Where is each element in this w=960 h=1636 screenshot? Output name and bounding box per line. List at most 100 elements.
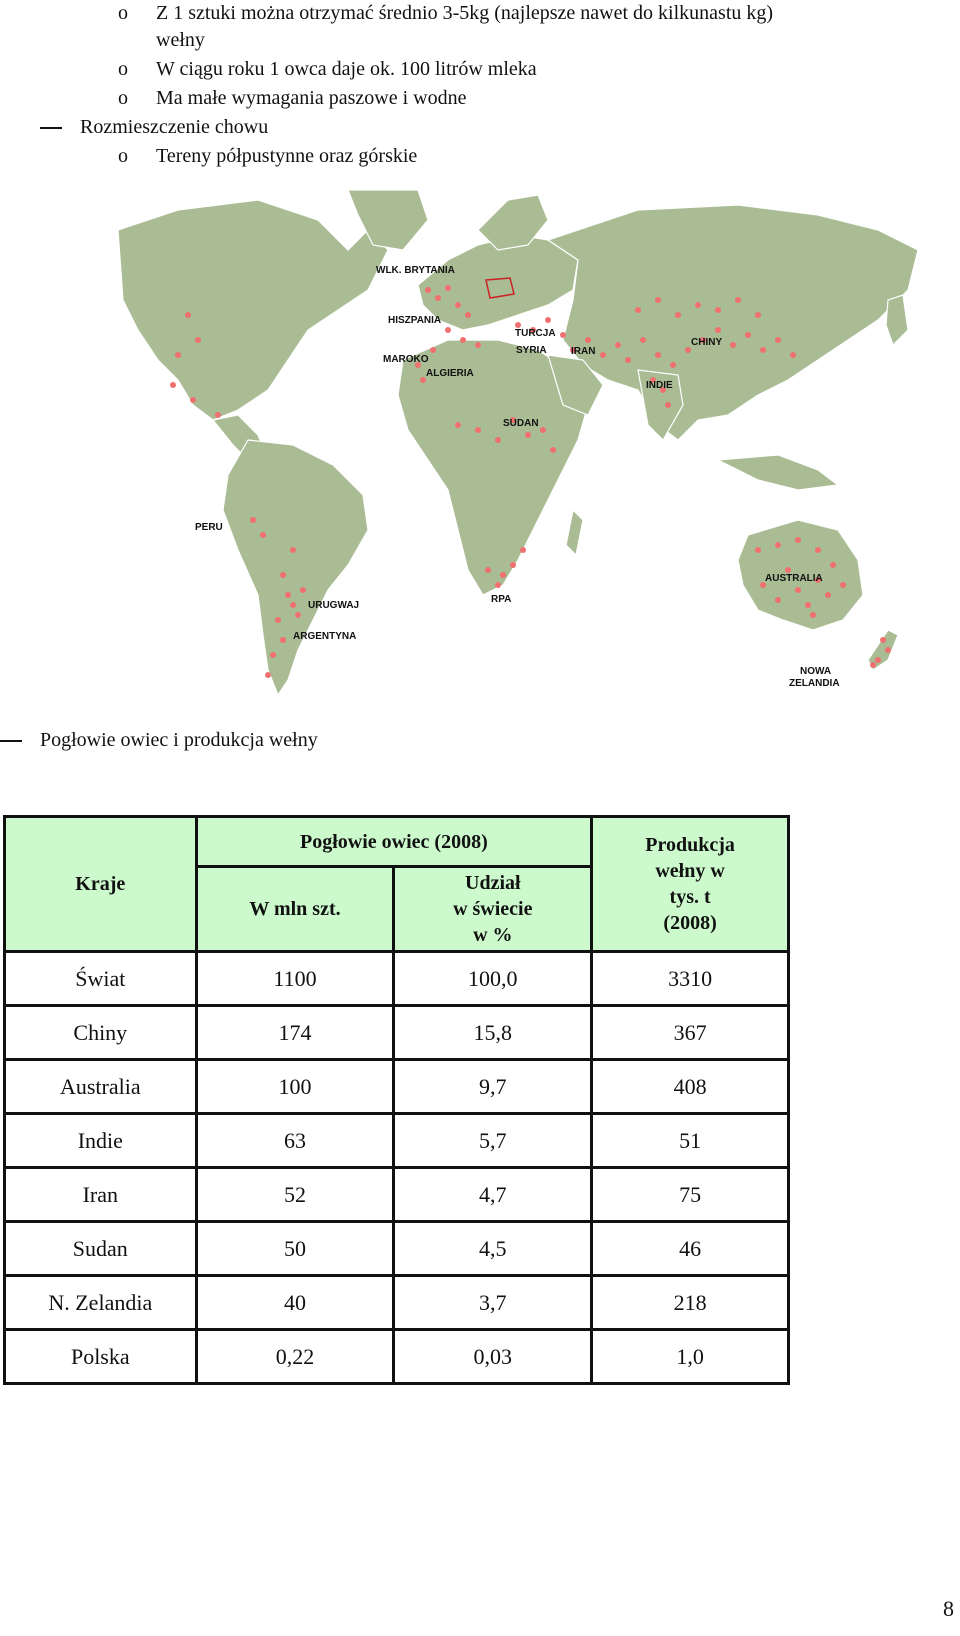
label-india: INDIE xyxy=(646,380,673,391)
south-america-shape xyxy=(222,439,369,697)
arabia-shape xyxy=(547,354,604,416)
cell-wool: 3310 xyxy=(590,950,790,1007)
header-udzial-line2: w świecie xyxy=(453,898,533,920)
header-udzial-line1: Udział xyxy=(465,872,521,894)
header-produkcja-line1: Produkcja xyxy=(645,834,735,856)
table-row: N. Zelandia 40 3,7 218 xyxy=(3,1274,790,1331)
header-produkcja-line2: wełny w xyxy=(655,860,725,882)
australia-shape xyxy=(737,519,864,631)
bullet-wool-yield: o Z 1 sztuki można otrzymać średnio 3-5k… xyxy=(118,0,773,26)
cell-mln: 1100 xyxy=(194,950,396,1007)
cell-share: 100,0 xyxy=(392,950,594,1007)
indonesia-shape xyxy=(715,454,840,491)
header-kraje: Kraje xyxy=(3,815,198,953)
header-udzial-line3: w % xyxy=(473,924,513,946)
table-row: Sudan 50 4,5 46 xyxy=(3,1220,790,1277)
label-uk: WLK. BRYTANIA xyxy=(376,265,455,276)
greenland-shape xyxy=(347,190,429,251)
cell-mln: 50 xyxy=(194,1220,396,1277)
label-algeria: ALGIERIA xyxy=(426,368,474,379)
cell-wool: 75 xyxy=(590,1166,790,1223)
cell-wool: 46 xyxy=(590,1220,790,1277)
label-iran: IRAN xyxy=(571,346,595,357)
cell-mln: 52 xyxy=(194,1166,396,1223)
cell-wool: 218 xyxy=(590,1274,790,1331)
africa-shape xyxy=(397,339,589,596)
cell-wool: 367 xyxy=(590,1004,790,1061)
label-turkey: TURCJA xyxy=(515,328,556,339)
label-argentina: ARGENTYNA xyxy=(293,631,356,642)
header-produkcja-line4: (2008) xyxy=(663,912,717,934)
bullet-terrain: o Tereny półpustynne oraz górskie xyxy=(118,143,417,169)
bullet-text: Z 1 sztuki można otrzymać średnio 3-5kg … xyxy=(156,2,774,24)
bullet-milk: o W ciągu roku 1 owca daje ok. 100 litró… xyxy=(118,56,537,82)
asia-shape xyxy=(546,204,919,441)
scandinavia-shape xyxy=(477,194,549,251)
madagascar-shape xyxy=(565,508,584,557)
label-syria: SYRIA xyxy=(516,345,547,356)
bullet-marker: o xyxy=(118,2,128,24)
table-row: Świat 1100 100,0 3310 xyxy=(3,950,790,1007)
header-udzial: Udział w świecie w % xyxy=(392,865,594,953)
label-china: CHINY xyxy=(691,337,722,348)
cell-mln: 100 xyxy=(194,1058,396,1115)
dash-marker xyxy=(40,127,62,129)
sheep-density-dots xyxy=(170,285,891,678)
cell-share: 0,03 xyxy=(392,1328,594,1385)
north-america-shape xyxy=(118,199,389,421)
japan-shape xyxy=(885,294,909,347)
cell-country: Polska xyxy=(3,1328,198,1385)
cell-country: Iran xyxy=(3,1166,198,1223)
continents xyxy=(118,190,919,697)
bullet-marker: o xyxy=(118,87,128,109)
cell-share: 9,7 xyxy=(392,1058,594,1115)
world-map-svg: WLK. BRYTANIA HISZPANIA MAROKO ALGIERIA … xyxy=(118,190,919,697)
label-australia: AUSTRALIA xyxy=(765,573,823,584)
label-peru: PERU xyxy=(195,522,223,533)
label-rpa: RPA xyxy=(491,594,511,605)
header-w-mln: W mln szt. xyxy=(194,865,396,953)
header-produkcja: Produkcja wełny w tys. t (2008) xyxy=(590,815,790,953)
section-text: Rozmieszczenie chowu xyxy=(80,116,269,138)
section-heading-text: Pogłowie owiec i produkcja wełny xyxy=(40,729,318,751)
cell-wool: 51 xyxy=(590,1112,790,1169)
cell-country: Sudan xyxy=(3,1220,198,1277)
poland-outline xyxy=(485,277,515,299)
cell-mln: 0,22 xyxy=(194,1328,396,1385)
bullet-text: Tereny półpustynne oraz górskie xyxy=(156,145,418,167)
label-sudan: SUDAN xyxy=(503,418,539,429)
label-new-zealand-2: ZELANDIA xyxy=(789,678,840,689)
bullet-continuation: wełny xyxy=(156,27,205,53)
cell-share: 4,5 xyxy=(392,1220,594,1277)
cell-country: Chiny xyxy=(3,1004,198,1061)
bullet-marker: o xyxy=(118,58,128,80)
cell-wool: 1,0 xyxy=(590,1328,790,1385)
table-row: Chiny 174 15,8 367 xyxy=(3,1004,790,1061)
bullet-text: wełny xyxy=(156,29,205,51)
bullet-marker: o xyxy=(118,145,128,167)
cell-share: 15,8 xyxy=(392,1004,594,1061)
map-labels: WLK. BRYTANIA HISZPANIA MAROKO ALGIERIA … xyxy=(195,265,840,689)
label-new-zealand-1: NOWA xyxy=(800,666,831,677)
label-morocco: MAROKO xyxy=(383,354,429,365)
cell-country: Świat xyxy=(3,950,198,1007)
table-row: Iran 52 4,7 75 xyxy=(3,1166,790,1223)
cell-mln: 40 xyxy=(194,1274,396,1331)
sheep-wool-table: Kraje Pogłowie owiec (2008) Produkcja we… xyxy=(3,815,790,1385)
sheep-distribution-map: WLK. BRYTANIA HISZPANIA MAROKO ALGIERIA … xyxy=(118,190,930,720)
cell-share: 5,7 xyxy=(392,1112,594,1169)
table-row: Australia 100 9,7 408 xyxy=(3,1058,790,1115)
header-poglowie: Pogłowie owiec (2008) xyxy=(194,815,594,868)
label-uruguay: URUGWAJ xyxy=(308,600,359,611)
cell-share: 3,7 xyxy=(392,1274,594,1331)
cell-country: Indie xyxy=(3,1112,198,1169)
page-number: 8 xyxy=(943,1596,954,1621)
cell-wool: 408 xyxy=(590,1058,790,1115)
bullet-text: W ciągu roku 1 owca daje ok. 100 litrów … xyxy=(156,58,537,80)
cell-country: Australia xyxy=(3,1058,198,1115)
dash-marker xyxy=(0,740,22,742)
table-row: Polska 0,22 0,03 1,0 xyxy=(3,1328,790,1385)
cell-mln: 63 xyxy=(194,1112,396,1169)
cell-mln: 174 xyxy=(194,1004,396,1061)
india-shape xyxy=(637,369,684,441)
